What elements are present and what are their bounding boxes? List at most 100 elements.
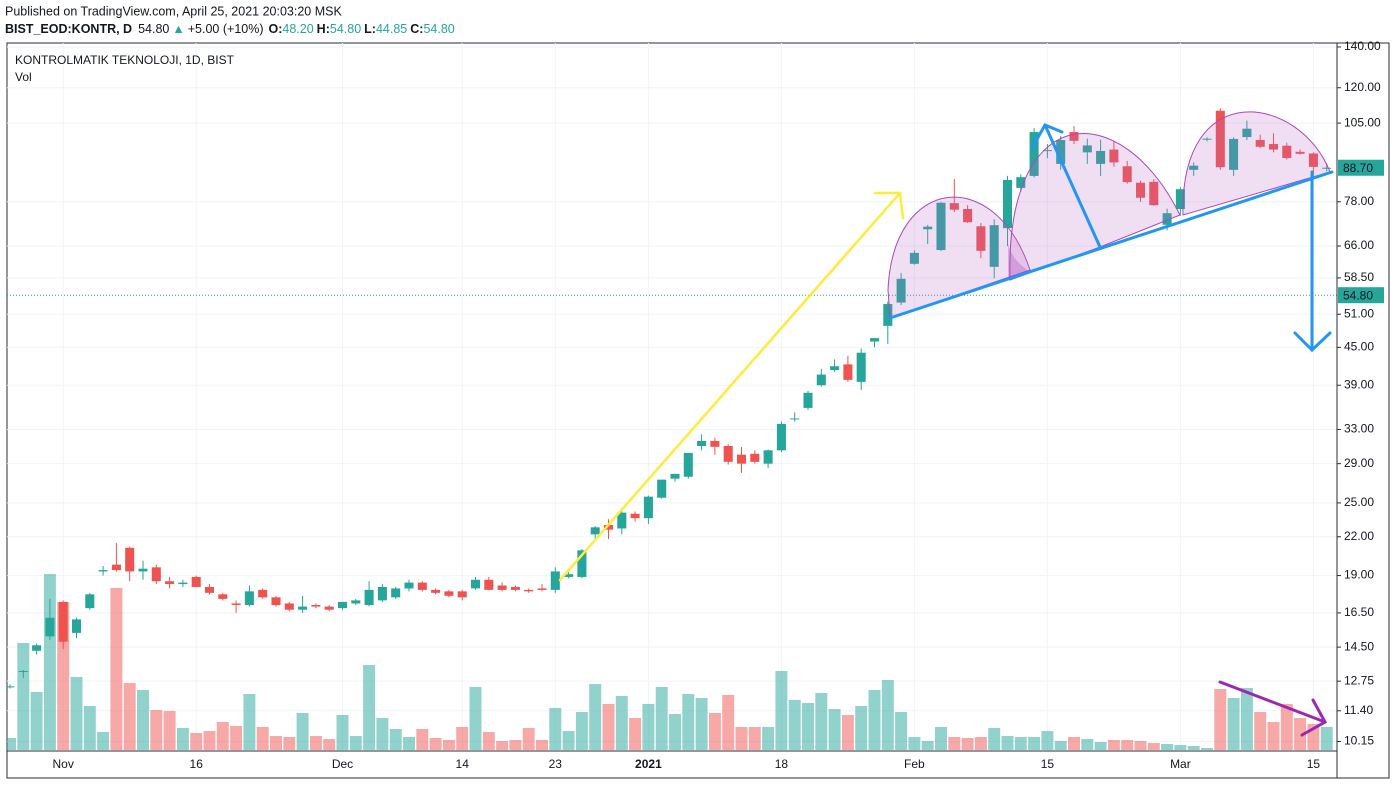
candle-body <box>351 600 361 604</box>
y-tick-label: 105.00 <box>1344 115 1381 129</box>
volume-bar <box>575 712 588 750</box>
ohlc-key: H: <box>317 22 330 36</box>
candle-body <box>284 603 294 610</box>
volume-bar <box>1054 741 1067 750</box>
volume-bar <box>1041 731 1054 750</box>
volume-bar <box>416 729 429 750</box>
volume-bar <box>1320 727 1333 750</box>
volume-bar <box>1121 740 1134 750</box>
volume-bar <box>57 602 70 750</box>
volume-bar <box>469 687 482 750</box>
y-tick-label: 16.50 <box>1344 605 1374 619</box>
volume-bar <box>1267 722 1280 750</box>
candle-body <box>750 453 760 462</box>
ohlc-key: L: <box>364 22 376 36</box>
x-tick-label: Feb <box>904 757 925 771</box>
price-box <box>1338 159 1384 176</box>
candle-body <box>497 585 507 590</box>
x-tick-label: 15 <box>1041 757 1055 771</box>
candle-body <box>736 454 747 464</box>
chart-title: KONTROLMATIK TEKNOLOJI, 1D, BIST <box>15 53 235 67</box>
y-tick-label: 14.50 <box>1344 639 1374 653</box>
volume-bar <box>203 731 216 750</box>
candle-body <box>444 591 454 596</box>
candle-body <box>1042 150 1052 152</box>
volume-bar <box>1307 724 1320 750</box>
volume-bar <box>802 703 814 750</box>
candle-body <box>298 606 308 610</box>
volume-bar <box>1240 688 1253 750</box>
volume-bar <box>722 695 735 750</box>
candle-body <box>1016 177 1026 188</box>
neckline <box>888 170 1334 320</box>
candle-body <box>1189 165 1199 170</box>
y-tick-label: 33.00 <box>1344 422 1374 436</box>
candle-body <box>1255 140 1265 147</box>
candle-body <box>1322 167 1332 169</box>
candle-body <box>869 338 880 342</box>
candle-body <box>989 225 999 267</box>
volume-bar <box>655 687 668 750</box>
volume-bar <box>1001 736 1014 750</box>
volume-bar <box>815 693 828 750</box>
candle-body <box>564 574 574 577</box>
y-tick-label: 78.00 <box>1344 194 1374 208</box>
volume-bar <box>1028 737 1041 750</box>
volume-bar <box>243 694 256 750</box>
candle-body <box>391 588 401 598</box>
candle-body <box>936 202 946 251</box>
x-tick-label: 16 <box>190 757 204 771</box>
y-tick-label: 39.00 <box>1344 377 1374 391</box>
candle-body <box>683 452 693 477</box>
volume-bar <box>323 739 336 750</box>
x-tick-label: Nov <box>53 757 74 771</box>
candle-body <box>896 278 906 303</box>
x-tick-label: Mar <box>1170 757 1191 771</box>
volume-bar <box>429 738 442 750</box>
volume-bar <box>602 704 615 750</box>
y-tick-label: 140.00 <box>1344 39 1381 53</box>
volume-bar <box>43 574 56 750</box>
candle-body <box>590 527 600 535</box>
volume-bar <box>921 741 934 750</box>
candle-body <box>963 208 973 223</box>
candle-body <box>816 374 826 386</box>
candle-body <box>1149 181 1159 206</box>
volume-bar <box>669 714 681 750</box>
volume-bar <box>762 727 775 750</box>
trend-arrow-head <box>873 191 905 220</box>
candle-body <box>1082 145 1092 153</box>
volume-bar <box>7 738 16 750</box>
candle-body <box>643 496 653 519</box>
x-tick-label: 15 <box>1307 757 1321 771</box>
price: 54.80 <box>138 22 169 36</box>
candle-body <box>603 525 614 530</box>
candle-body <box>7 686 15 688</box>
candle-body <box>1109 149 1119 163</box>
price-box-label: 54.80 <box>1343 288 1373 302</box>
volume-bar <box>895 712 908 750</box>
ohlc-value: 44.85 <box>376 22 407 36</box>
candle-body <box>417 582 427 590</box>
candle-body <box>178 582 188 585</box>
symbol: BIST_EOD:KONTR, D <box>5 22 132 36</box>
x-tick-label: 14 <box>456 757 470 771</box>
candle-body <box>843 364 853 380</box>
change: +5.00 (+10%) <box>188 22 264 36</box>
volume-bar <box>855 706 868 750</box>
candles <box>7 108 1332 689</box>
volume-bar <box>442 740 455 750</box>
volume-bar <box>522 728 535 750</box>
candle-body <box>271 597 281 606</box>
volume-bar <box>695 698 708 750</box>
ohlc-key: O: <box>269 22 283 36</box>
ohlc-value: 54.80 <box>423 22 454 36</box>
candle-body <box>165 581 175 585</box>
candle-body <box>790 418 800 420</box>
volume-label: Vol <box>15 70 32 84</box>
candle-body <box>776 423 786 451</box>
candle-body <box>537 588 547 590</box>
right-shoulder <box>1182 111 1331 216</box>
volume-bar <box>748 727 761 750</box>
candle-body <box>909 252 919 264</box>
